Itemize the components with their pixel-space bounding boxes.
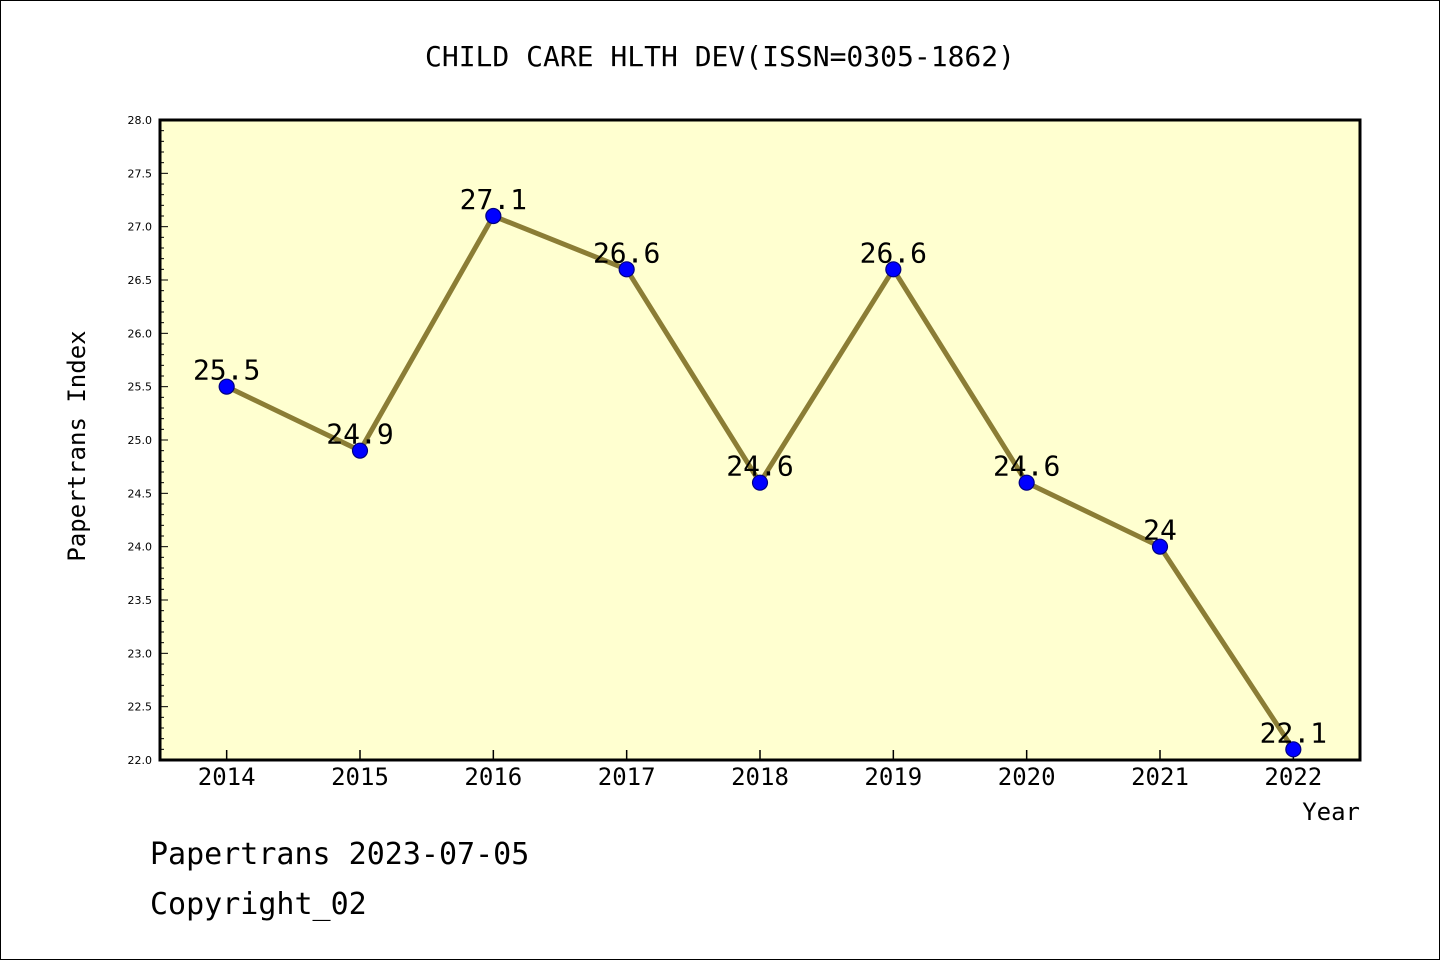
y-axis: 22.0 22.5 23.0 23.5 24.0 24.5 25.0 25.5 26.0 26.5…	[128, 114, 168, 767]
y-tick-label: 25.5	[128, 381, 153, 394]
data-point	[1151, 538, 1169, 555]
data-label: 24.9	[326, 418, 393, 451]
data-point	[485, 207, 502, 225]
x-tick-label: 2019	[864, 763, 922, 791]
y-tick-label: 25.0	[128, 434, 153, 447]
x-axis-label: Year	[1302, 798, 1360, 826]
data-label: 24	[1143, 514, 1177, 547]
data-point	[885, 261, 902, 278]
data-point	[618, 261, 635, 278]
footer-copyright: Copyright_02	[150, 887, 367, 922]
x-tick-label: 2021	[1131, 763, 1189, 791]
y-tick-label: 22.0	[128, 754, 153, 767]
data-label: 27.1	[460, 183, 527, 216]
data-label: 26.6	[593, 236, 660, 269]
y-tick-label: 23.0	[128, 647, 153, 660]
y-tick-label: 24.0	[128, 541, 153, 554]
y-tick-label: 23.5	[128, 594, 153, 607]
y-axis-label: Papertrans Index	[63, 330, 91, 561]
x-tick-label: 2017	[598, 763, 656, 791]
y-tick-label: 27.5	[128, 167, 153, 180]
footer-date: Papertrans 2023-07-05	[150, 837, 529, 872]
x-axis: 2014 2015 2016 2017 2018 2019 2020 2021 2022	[198, 750, 1322, 791]
x-tick-label: 2014	[198, 763, 256, 791]
y-tick-label: 27.0	[128, 221, 153, 234]
data-labels: 25.5 24.9 27.1 26.6 24.6 26.6 24.6 24 22.1	[193, 183, 1327, 749]
y-tick-label: 26.5	[128, 274, 153, 287]
data-point	[1285, 741, 1302, 758]
x-tick-label: 2018	[731, 763, 789, 791]
data-point	[351, 442, 369, 459]
chart-title: CHILD CARE HLTH DEV(ISSN=0305-1862)	[425, 40, 1015, 73]
y-tick-label: 26.0	[128, 327, 153, 340]
plot-area	[158, 118, 1362, 762]
data-label: 22.1	[1260, 716, 1327, 749]
data-point	[751, 474, 769, 491]
y-tick-label: 28.0	[128, 114, 153, 127]
data-label: 24.6	[993, 450, 1060, 483]
data-label: 25.5	[193, 354, 260, 387]
y-tick-label: 22.5	[128, 701, 153, 714]
x-tick-label: 2016	[464, 763, 522, 791]
data-label: 24.6	[726, 450, 793, 483]
y-tick-label: 24.5	[128, 487, 153, 500]
x-tick-label: 2020	[998, 763, 1056, 791]
data-label: 26.6	[860, 236, 927, 269]
data-points	[218, 207, 1302, 758]
x-tick-label: 2022	[1264, 763, 1322, 791]
x-tick-label: 2015	[331, 763, 389, 791]
data-point	[1018, 474, 1035, 491]
data-point	[218, 378, 235, 395]
